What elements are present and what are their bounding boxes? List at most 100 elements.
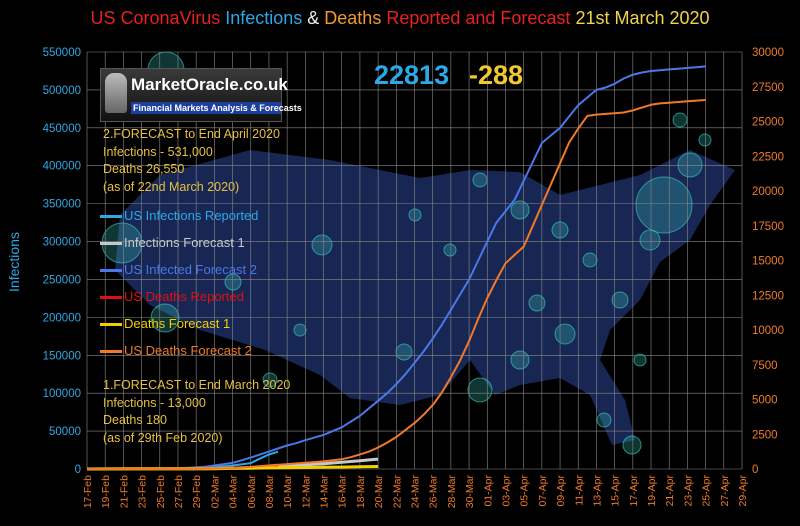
map-bubble — [293, 323, 307, 337]
y-left-tick-label: 100000 — [43, 388, 81, 400]
x-tick-label: 02-Mar — [209, 475, 221, 509]
chart-title-part: Reported and Forecast — [386, 8, 571, 28]
map-bubble — [635, 176, 693, 234]
x-tick-label: 27-Feb — [173, 475, 185, 508]
legend-swatch — [100, 323, 122, 326]
y-right-tick-label: 20000 — [752, 186, 784, 198]
x-tick-label: 29-Feb — [191, 475, 203, 508]
x-tick-label: 08-Mar — [264, 475, 276, 509]
y-right-tick-label: 5000 — [752, 395, 778, 407]
x-tick-label: 06-Mar — [246, 475, 258, 509]
legend-item: Deaths Forecast 1 — [100, 314, 300, 334]
headline-deaths: -288 — [469, 60, 524, 90]
x-tick-label: 11-Apr — [573, 475, 585, 506]
map-bubble — [510, 200, 530, 220]
y-left-tick-label: 0 — [75, 464, 81, 476]
y-left-tick-label: 550000 — [43, 47, 81, 59]
y-left-tick-label: 250000 — [43, 274, 81, 286]
x-tick-label: 17-Feb — [82, 475, 94, 508]
x-tick-label: 27-Apr — [719, 474, 731, 506]
legend-label: US Deaths Forecast 2 — [124, 343, 252, 358]
y-right-tick-label: 22500 — [752, 151, 784, 163]
y-left-tick-label: 150000 — [43, 350, 81, 362]
x-tick-label: 01-Apr — [482, 474, 494, 506]
legend-item: Infections Forecast 1 — [100, 233, 300, 253]
map-bubble — [472, 172, 488, 188]
forecast-2-annotation: 2.FORECAST to End April 2020 Infections … — [103, 126, 280, 196]
map-bubble — [224, 273, 242, 291]
y-right-tick-label: 0 — [752, 464, 758, 476]
legend-item: US Deaths Reported — [100, 287, 300, 307]
map-bubble — [698, 133, 712, 147]
y-right-tick-label: 7500 — [752, 360, 778, 372]
map-bubble — [611, 291, 629, 309]
logo-name: MarketOracle.co.uk — [131, 75, 288, 94]
x-tick-label: 18-Mar — [355, 475, 367, 509]
chart-title-part: Infections — [225, 8, 308, 28]
x-tick-label: 16-Mar — [337, 475, 349, 509]
oracle-statue-icon — [105, 73, 127, 113]
legend-label: US Deaths Reported — [124, 289, 244, 304]
map-bubble — [672, 112, 688, 128]
map-bubble — [395, 343, 413, 361]
x-tick-label: 25-Apr — [701, 474, 713, 506]
headline-infections: 22813 — [374, 60, 450, 90]
logo-tagline: Financial Markets Analysis & Forecasts — [131, 102, 302, 114]
legend-swatch — [100, 242, 122, 245]
y-right-tick-label: 17500 — [752, 221, 784, 233]
y-left-tick-label: 400000 — [43, 161, 81, 173]
legend-item: US Infected Forecast 2 — [100, 260, 300, 280]
map-bubble — [150, 303, 180, 333]
x-tick-label: 28-Mar — [446, 475, 458, 509]
marketoracle-logo[interactable]: MarketOracle.co.uk Financial Markets Ana… — [100, 68, 302, 122]
y-left-tick-label: 50000 — [49, 426, 81, 438]
legend-label: US Infections Reported — [124, 208, 259, 223]
map-bubble — [582, 252, 598, 268]
chart-title-part: & — [307, 8, 325, 28]
x-tick-label: 19-Apr — [646, 474, 658, 506]
y-right-tick-label: 27500 — [752, 82, 784, 94]
y-left-tick-label: 500000 — [43, 85, 81, 97]
x-tick-label: 21-Feb — [118, 475, 130, 508]
legend-item: US Deaths Forecast 2 — [100, 341, 300, 361]
x-tick-label: 10-Mar — [282, 475, 294, 509]
forecast-2-line: Infections - 531,000 — [103, 144, 213, 159]
y-left-tick-label: 200000 — [43, 312, 81, 324]
y-right-tick-label: 10000 — [752, 325, 784, 337]
map-bubble — [262, 372, 278, 388]
map-bubble — [596, 412, 612, 428]
map-bubble — [467, 377, 493, 403]
y-right-tick-label: 2500 — [752, 429, 778, 441]
x-tick-label: 23-Apr — [682, 474, 694, 506]
map-bubble — [633, 353, 647, 367]
y-right-tick-label: 30000 — [752, 47, 784, 59]
map-bubble — [443, 243, 457, 257]
forecast-2-line: 2.FORECAST to End April 2020 — [103, 127, 280, 141]
x-tick-label: 04-Mar — [228, 475, 240, 509]
x-tick-label: 26-Mar — [428, 475, 440, 509]
x-tick-label: 25-Feb — [155, 475, 167, 508]
y-right-tick-label: 25000 — [752, 117, 784, 129]
forecast-1-line: Deaths 180 — [103, 413, 167, 427]
map-bubble — [311, 234, 333, 256]
x-tick-label: 19-Feb — [100, 475, 112, 508]
chart-title-part: 21st March 2020 — [570, 8, 710, 28]
forecast-2-line: (as of 22nd March 2020) — [103, 179, 240, 194]
chart-title-part: Deaths — [324, 8, 387, 28]
x-tick-label: 15-Apr — [610, 474, 622, 506]
x-tick-label: 13-Apr — [591, 474, 603, 506]
legend-label: Deaths Forecast 1 — [124, 316, 231, 331]
us-map-backdrop — [115, 150, 735, 445]
legend-label: Infections Forecast 1 — [124, 235, 245, 250]
forecast-1-annotation: 1.FORECAST to End March 2020 Infections … — [103, 377, 290, 447]
map-bubble — [510, 350, 530, 370]
series-line-us-deaths-forecast-2 — [86, 99, 706, 470]
map-bubble — [677, 152, 703, 178]
x-tick-label: 23-Feb — [137, 475, 149, 508]
x-tick-label: 24-Mar — [410, 475, 422, 509]
x-tick-label: 17-Apr — [628, 474, 640, 506]
chart-title: US CoronaVirus Infections & Deaths Repor… — [0, 8, 800, 29]
y-right-tick-label: 12500 — [752, 290, 784, 302]
legend-item: US Infections Reported — [100, 206, 300, 226]
legend-label: US Infected Forecast 2 — [124, 262, 257, 277]
